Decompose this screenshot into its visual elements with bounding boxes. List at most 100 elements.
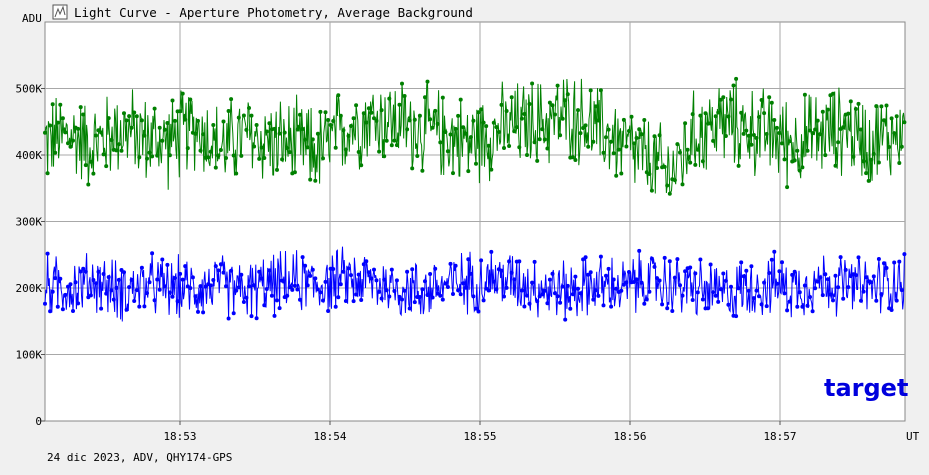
data-point <box>851 154 856 159</box>
data-point <box>88 293 93 298</box>
data-point <box>667 191 672 196</box>
data-point <box>461 281 466 286</box>
data-point <box>313 276 318 281</box>
data-point <box>762 280 767 285</box>
data-point <box>892 260 897 265</box>
data-point <box>213 264 218 269</box>
data-point <box>491 120 496 125</box>
data-point <box>711 290 716 295</box>
data-point <box>425 293 430 297</box>
data-point <box>430 295 435 300</box>
data-point <box>341 128 346 133</box>
data-point <box>231 311 236 316</box>
data-point <box>632 141 637 146</box>
data-point <box>58 276 63 281</box>
data-point <box>780 141 784 146</box>
data-point <box>660 302 665 307</box>
data-point <box>292 170 297 175</box>
data-point <box>688 265 693 270</box>
data-point <box>331 119 336 123</box>
data-point <box>78 269 83 274</box>
data-point <box>741 131 746 136</box>
data-point <box>218 148 223 152</box>
data-point <box>655 276 659 281</box>
data-point <box>772 249 777 254</box>
data-point <box>882 118 886 123</box>
data-point <box>397 294 402 299</box>
data-point <box>213 165 218 170</box>
data-point <box>578 131 583 136</box>
data-point <box>374 118 379 123</box>
y-axis-label: ADU <box>22 12 42 25</box>
data-point <box>535 299 540 304</box>
data-point <box>734 314 739 319</box>
data-point <box>211 278 216 282</box>
data-point <box>173 276 177 280</box>
data-point <box>448 261 453 266</box>
data-point <box>785 308 790 313</box>
data-point <box>96 269 101 274</box>
data-point <box>218 262 223 267</box>
data-point <box>336 93 341 98</box>
data-point <box>129 277 134 282</box>
data-point <box>323 110 328 115</box>
data-point <box>486 288 491 293</box>
data-point <box>407 306 412 311</box>
data-point <box>808 295 812 299</box>
data-point <box>201 310 206 315</box>
data-point <box>474 306 478 311</box>
data-point <box>267 121 272 126</box>
data-point <box>236 115 241 120</box>
data-point <box>757 294 761 299</box>
data-point <box>565 92 570 97</box>
data-point <box>349 124 353 128</box>
data-point <box>751 133 756 137</box>
data-point <box>448 132 453 137</box>
data-point <box>99 130 104 135</box>
data-point <box>361 111 366 116</box>
data-point <box>239 153 244 158</box>
data-point <box>412 300 417 305</box>
data-point <box>53 276 58 281</box>
data-point <box>361 262 366 267</box>
data-point <box>423 279 427 284</box>
data-point <box>453 126 458 131</box>
data-point <box>468 135 473 140</box>
data-point <box>83 163 88 168</box>
data-point <box>680 293 685 298</box>
data-point <box>91 278 96 282</box>
data-point <box>581 126 586 130</box>
data-point <box>716 299 721 304</box>
data-point <box>147 150 152 155</box>
data-point <box>621 282 626 287</box>
data-point <box>137 155 142 160</box>
data-point <box>196 118 200 123</box>
data-point <box>790 272 795 277</box>
data-point <box>744 268 749 273</box>
data-point <box>463 285 468 290</box>
data-point <box>685 147 690 152</box>
data-point <box>601 303 606 308</box>
data-point <box>377 149 382 154</box>
data-point <box>887 145 892 149</box>
data-point <box>782 157 787 162</box>
data-point <box>435 121 440 126</box>
data-point <box>499 102 504 107</box>
data-point <box>445 149 450 154</box>
x-tick-label: 18:55 <box>463 430 496 443</box>
data-point <box>879 104 884 109</box>
data-point <box>298 297 302 302</box>
data-point <box>609 304 614 309</box>
data-point <box>338 282 343 287</box>
x-tick-label: 18:56 <box>613 430 646 443</box>
data-point <box>774 125 779 130</box>
data-point <box>593 104 598 109</box>
data-point <box>563 98 568 103</box>
data-point <box>183 264 188 269</box>
data-point <box>119 148 124 153</box>
data-point <box>66 284 70 289</box>
data-point <box>764 304 769 309</box>
data-point <box>139 265 144 270</box>
data-point <box>366 106 371 111</box>
data-point <box>315 287 320 292</box>
